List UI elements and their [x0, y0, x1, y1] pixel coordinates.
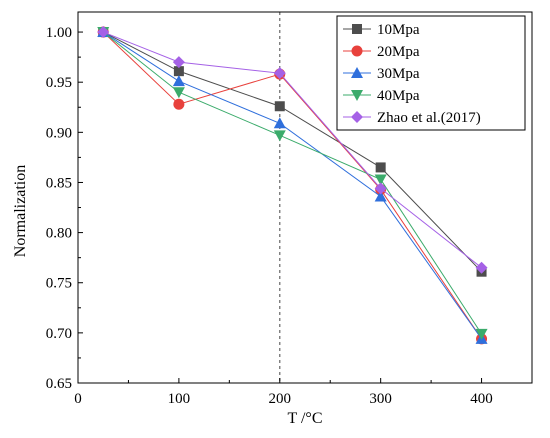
- x-tick-label: 300: [369, 391, 392, 407]
- y-tick-label: 0.85: [46, 175, 72, 191]
- data-point-zhao-et-al-2017--4: [475, 261, 488, 274]
- data-point-10mpa-3: [375, 162, 386, 173]
- x-tick-label: 100: [168, 391, 191, 407]
- data-point-zhao-et-al-2017--1: [172, 56, 185, 69]
- y-tick-label: 0.95: [46, 75, 72, 91]
- data-point-10mpa-1: [173, 66, 184, 77]
- y-axis-label: Normalization: [12, 165, 29, 257]
- y-tick-label: 0.75: [46, 276, 72, 292]
- data-point-40mpa-2: [273, 130, 286, 142]
- legend-label-zhao-et-al-2017-: Zhao et al.(2017): [377, 110, 481, 126]
- data-point-40mpa-4: [475, 328, 488, 340]
- data-point-30mpa-2: [273, 117, 286, 129]
- plot-frame: [77, 11, 533, 384]
- legend-marker-30mpa: [351, 67, 363, 78]
- legend-marker-zhao-et-al-2017-: [351, 111, 363, 123]
- x-tick-label: 0: [74, 391, 82, 407]
- data-point-10mpa-2: [274, 101, 285, 112]
- data-point-zhao-et-al-2017--3: [374, 182, 387, 195]
- data-point-30mpa-1: [172, 75, 185, 87]
- y-tick-label: 1.00: [46, 25, 72, 41]
- data-point-zhao-et-al-2017--0: [97, 26, 110, 39]
- legend-label-30mpa: 30Mpa: [377, 66, 420, 82]
- data-point-20mpa-1: [173, 98, 185, 110]
- x-axis-label: T /°C: [288, 410, 323, 427]
- axes: 0 100 200 300 400 0.65 0.70 0.75 0.80 0.85 0.90 0.9…: [46, 11, 533, 407]
- y-tick-label: 0.90: [46, 125, 72, 141]
- data-point-40mpa-1: [172, 87, 185, 99]
- data-point-30mpa-3: [374, 190, 387, 202]
- legend-marker-10mpa: [352, 24, 362, 34]
- y-tick-label: 0.65: [46, 376, 72, 392]
- data-point-zhao-et-al-2017--2: [273, 67, 286, 80]
- data-point-40mpa-3: [374, 174, 387, 186]
- plot-area: [97, 12, 488, 383]
- x-tick-label: 200: [269, 391, 292, 407]
- x-tick-label: 400: [470, 391, 493, 407]
- y-tick-label: 0.70: [46, 326, 72, 342]
- legend-marker-40mpa: [351, 90, 363, 101]
- legend-label-40mpa: 40Mpa: [377, 88, 420, 104]
- y-tick-label: 0.80: [46, 226, 72, 242]
- legend-label-10mpa: 10Mpa: [377, 22, 420, 38]
- legend-marker-20mpa: [351, 45, 363, 57]
- legend-label-20mpa: 20Mpa: [377, 44, 420, 60]
- legend: 10Mpa 20Mpa 30Mpa 40Mpa Zhao et al.(2017): [336, 15, 526, 131]
